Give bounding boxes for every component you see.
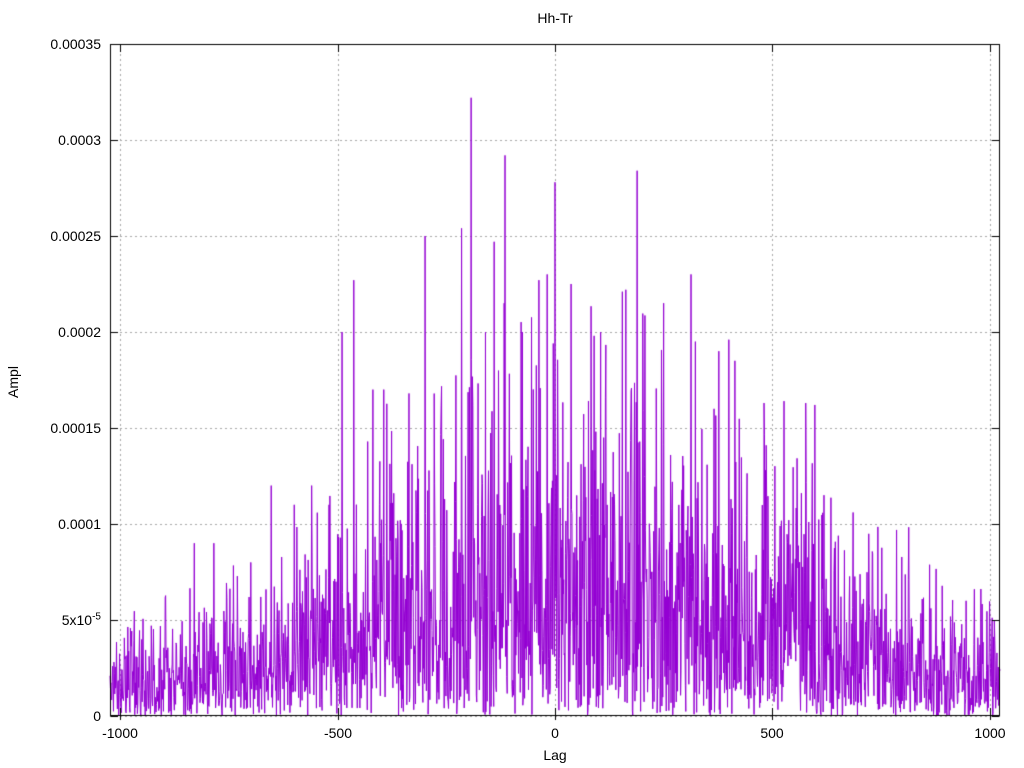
y-axis-label: Ampl: [5, 366, 21, 398]
x-axis-label: Lag: [543, 747, 567, 763]
y-tick-label: 0.00035: [50, 36, 101, 52]
y-tick-label: 0.00025: [50, 228, 101, 244]
x-tick-label: 0: [551, 725, 559, 741]
chart-title: Hh-Tr: [537, 10, 573, 26]
y-tick-label: 5x10-5: [61, 611, 101, 628]
x-tick-label: -1000: [102, 725, 138, 741]
y-tick-label: 0.0001: [58, 516, 101, 532]
x-tick-label: 500: [760, 725, 784, 741]
y-tick-label: 0.0003: [58, 132, 101, 148]
y-tick-label: 0: [93, 708, 101, 724]
y-tick-label: 0.0002: [58, 324, 101, 340]
y-tick-label: 0.00015: [50, 420, 101, 436]
x-tick-label: 1000: [974, 725, 1006, 741]
x-tick-label: -500: [323, 725, 353, 741]
